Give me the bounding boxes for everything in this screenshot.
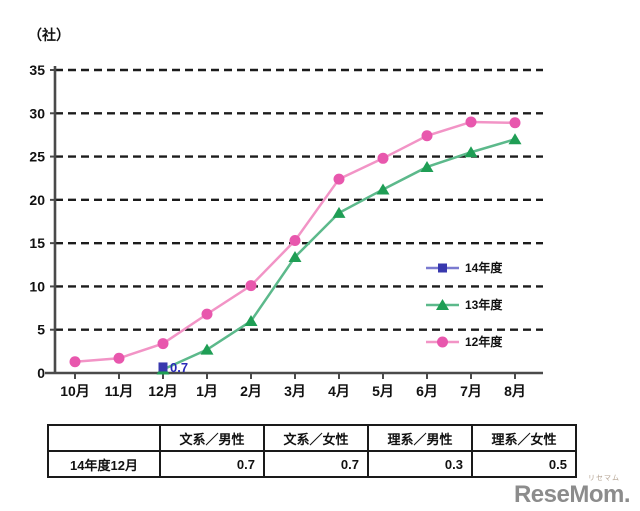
value-cell-bunkei-female: 0.7 bbox=[263, 450, 369, 478]
resemom-logo: リセマム ReseMom. bbox=[513, 475, 631, 508]
value-cell-rikei-female: 0.5 bbox=[471, 450, 577, 478]
table-header-rikei-male: 理系／男性 bbox=[367, 424, 473, 452]
x-axis-tick-label: 6月 bbox=[416, 383, 438, 399]
legend-marker-square bbox=[438, 263, 447, 273]
data-point-marker-13年度 bbox=[244, 315, 258, 327]
y-axis-tick-label: 10 bbox=[29, 278, 45, 294]
x-axis-tick-label: 7月 bbox=[460, 383, 482, 399]
value-cell-bunkei-male: 0.7 bbox=[159, 450, 265, 478]
logo-text: ReseMom. bbox=[513, 481, 631, 508]
y-axis-unit-label: （社） bbox=[28, 27, 70, 43]
table-row: 14年度12月 0.7 0.7 0.3 0.5 bbox=[47, 450, 577, 478]
row-label-cell: 14年度12月 bbox=[47, 450, 161, 478]
legend-marker-circle bbox=[437, 336, 448, 348]
x-axis-tick-label: 4月 bbox=[328, 383, 350, 399]
y-axis-tick-label: 5 bbox=[37, 322, 45, 338]
data-point-marker-12年度 bbox=[421, 130, 433, 142]
y-axis-tick-label: 25 bbox=[29, 149, 45, 165]
data-point-marker-13年度 bbox=[288, 250, 302, 262]
y-axis-tick-label: 35 bbox=[29, 62, 45, 78]
legend-label: 12年度 bbox=[465, 334, 503, 349]
x-axis-tick-label: 12月 bbox=[148, 383, 178, 399]
data-point-marker-14年度 bbox=[158, 362, 168, 372]
data-point-marker-12年度 bbox=[333, 173, 345, 185]
table-header-bunkei-male: 文系／男性 bbox=[159, 424, 265, 452]
line-chart-canvas: 0 5 10 15 20 25 30 35 （社） 10月 11月 12月 1月 2月 3月 4月 5月 6月 7月… bbox=[28, 27, 543, 399]
table-corner-cell bbox=[47, 424, 161, 452]
x-axis-tick-label: 3月 bbox=[284, 383, 306, 399]
page: 0 5 10 15 20 25 30 35 （社） 10月 11月 12月 1月 2月 3月 4月 5月 6月 7月… bbox=[28, 27, 631, 507]
x-axis-tick-label: 10月 bbox=[60, 383, 90, 399]
y-axis-tick-label: 30 bbox=[29, 105, 45, 121]
logo-ruby-text: リセマム bbox=[588, 475, 620, 482]
y-axis-tick-label: 20 bbox=[29, 192, 45, 208]
table-header-row: 文系／男性 文系／女性 理系／男性 理系／女性 bbox=[47, 424, 577, 452]
data-point-marker-12年度 bbox=[245, 280, 257, 292]
summary-table: 文系／男性 文系／女性 理系／男性 理系／女性 14年度12月 0.7 0.7 … bbox=[47, 424, 577, 478]
data-point-marker-13年度 bbox=[376, 183, 390, 195]
legend-marker-triangle bbox=[436, 299, 449, 310]
data-point-marker-13年度 bbox=[508, 133, 522, 145]
data-point-marker-12年度 bbox=[465, 116, 477, 128]
data-point-marker-13年度 bbox=[464, 146, 478, 158]
data-point-marker-13年度 bbox=[332, 206, 346, 218]
y-axis-tick-label: 0 bbox=[37, 365, 45, 381]
data-point-marker-12年度 bbox=[69, 356, 81, 368]
x-axis-tick-label: 8月 bbox=[504, 383, 526, 399]
data-point-marker-12年度 bbox=[509, 117, 521, 129]
legend-label: 14年度 bbox=[465, 260, 503, 275]
legend-label: 13年度 bbox=[465, 297, 503, 312]
x-axis-tick-label: 5月 bbox=[372, 383, 394, 399]
data-point-marker-12年度 bbox=[377, 152, 389, 164]
y-axis-tick-label: 15 bbox=[29, 235, 45, 251]
data-point-marker-12年度 bbox=[289, 235, 301, 247]
data-point-marker-12年度 bbox=[113, 352, 125, 364]
data-point-marker-13年度 bbox=[200, 343, 214, 355]
table-header-bunkei-female: 文系／女性 bbox=[263, 424, 369, 452]
data-point-marker-12年度 bbox=[201, 308, 213, 320]
table-header-rikei-female: 理系／女性 bbox=[471, 424, 577, 452]
x-axis-tick-label: 11月 bbox=[105, 383, 134, 399]
data-point-marker-13年度 bbox=[420, 160, 434, 172]
data-point-marker-12年度 bbox=[157, 338, 169, 350]
x-axis-tick-label: 1月 bbox=[196, 383, 218, 399]
x-axis-tick-label: 2月 bbox=[240, 383, 262, 399]
point-value-label: 0.7 bbox=[170, 360, 188, 375]
value-cell-rikei-male: 0.3 bbox=[367, 450, 473, 478]
